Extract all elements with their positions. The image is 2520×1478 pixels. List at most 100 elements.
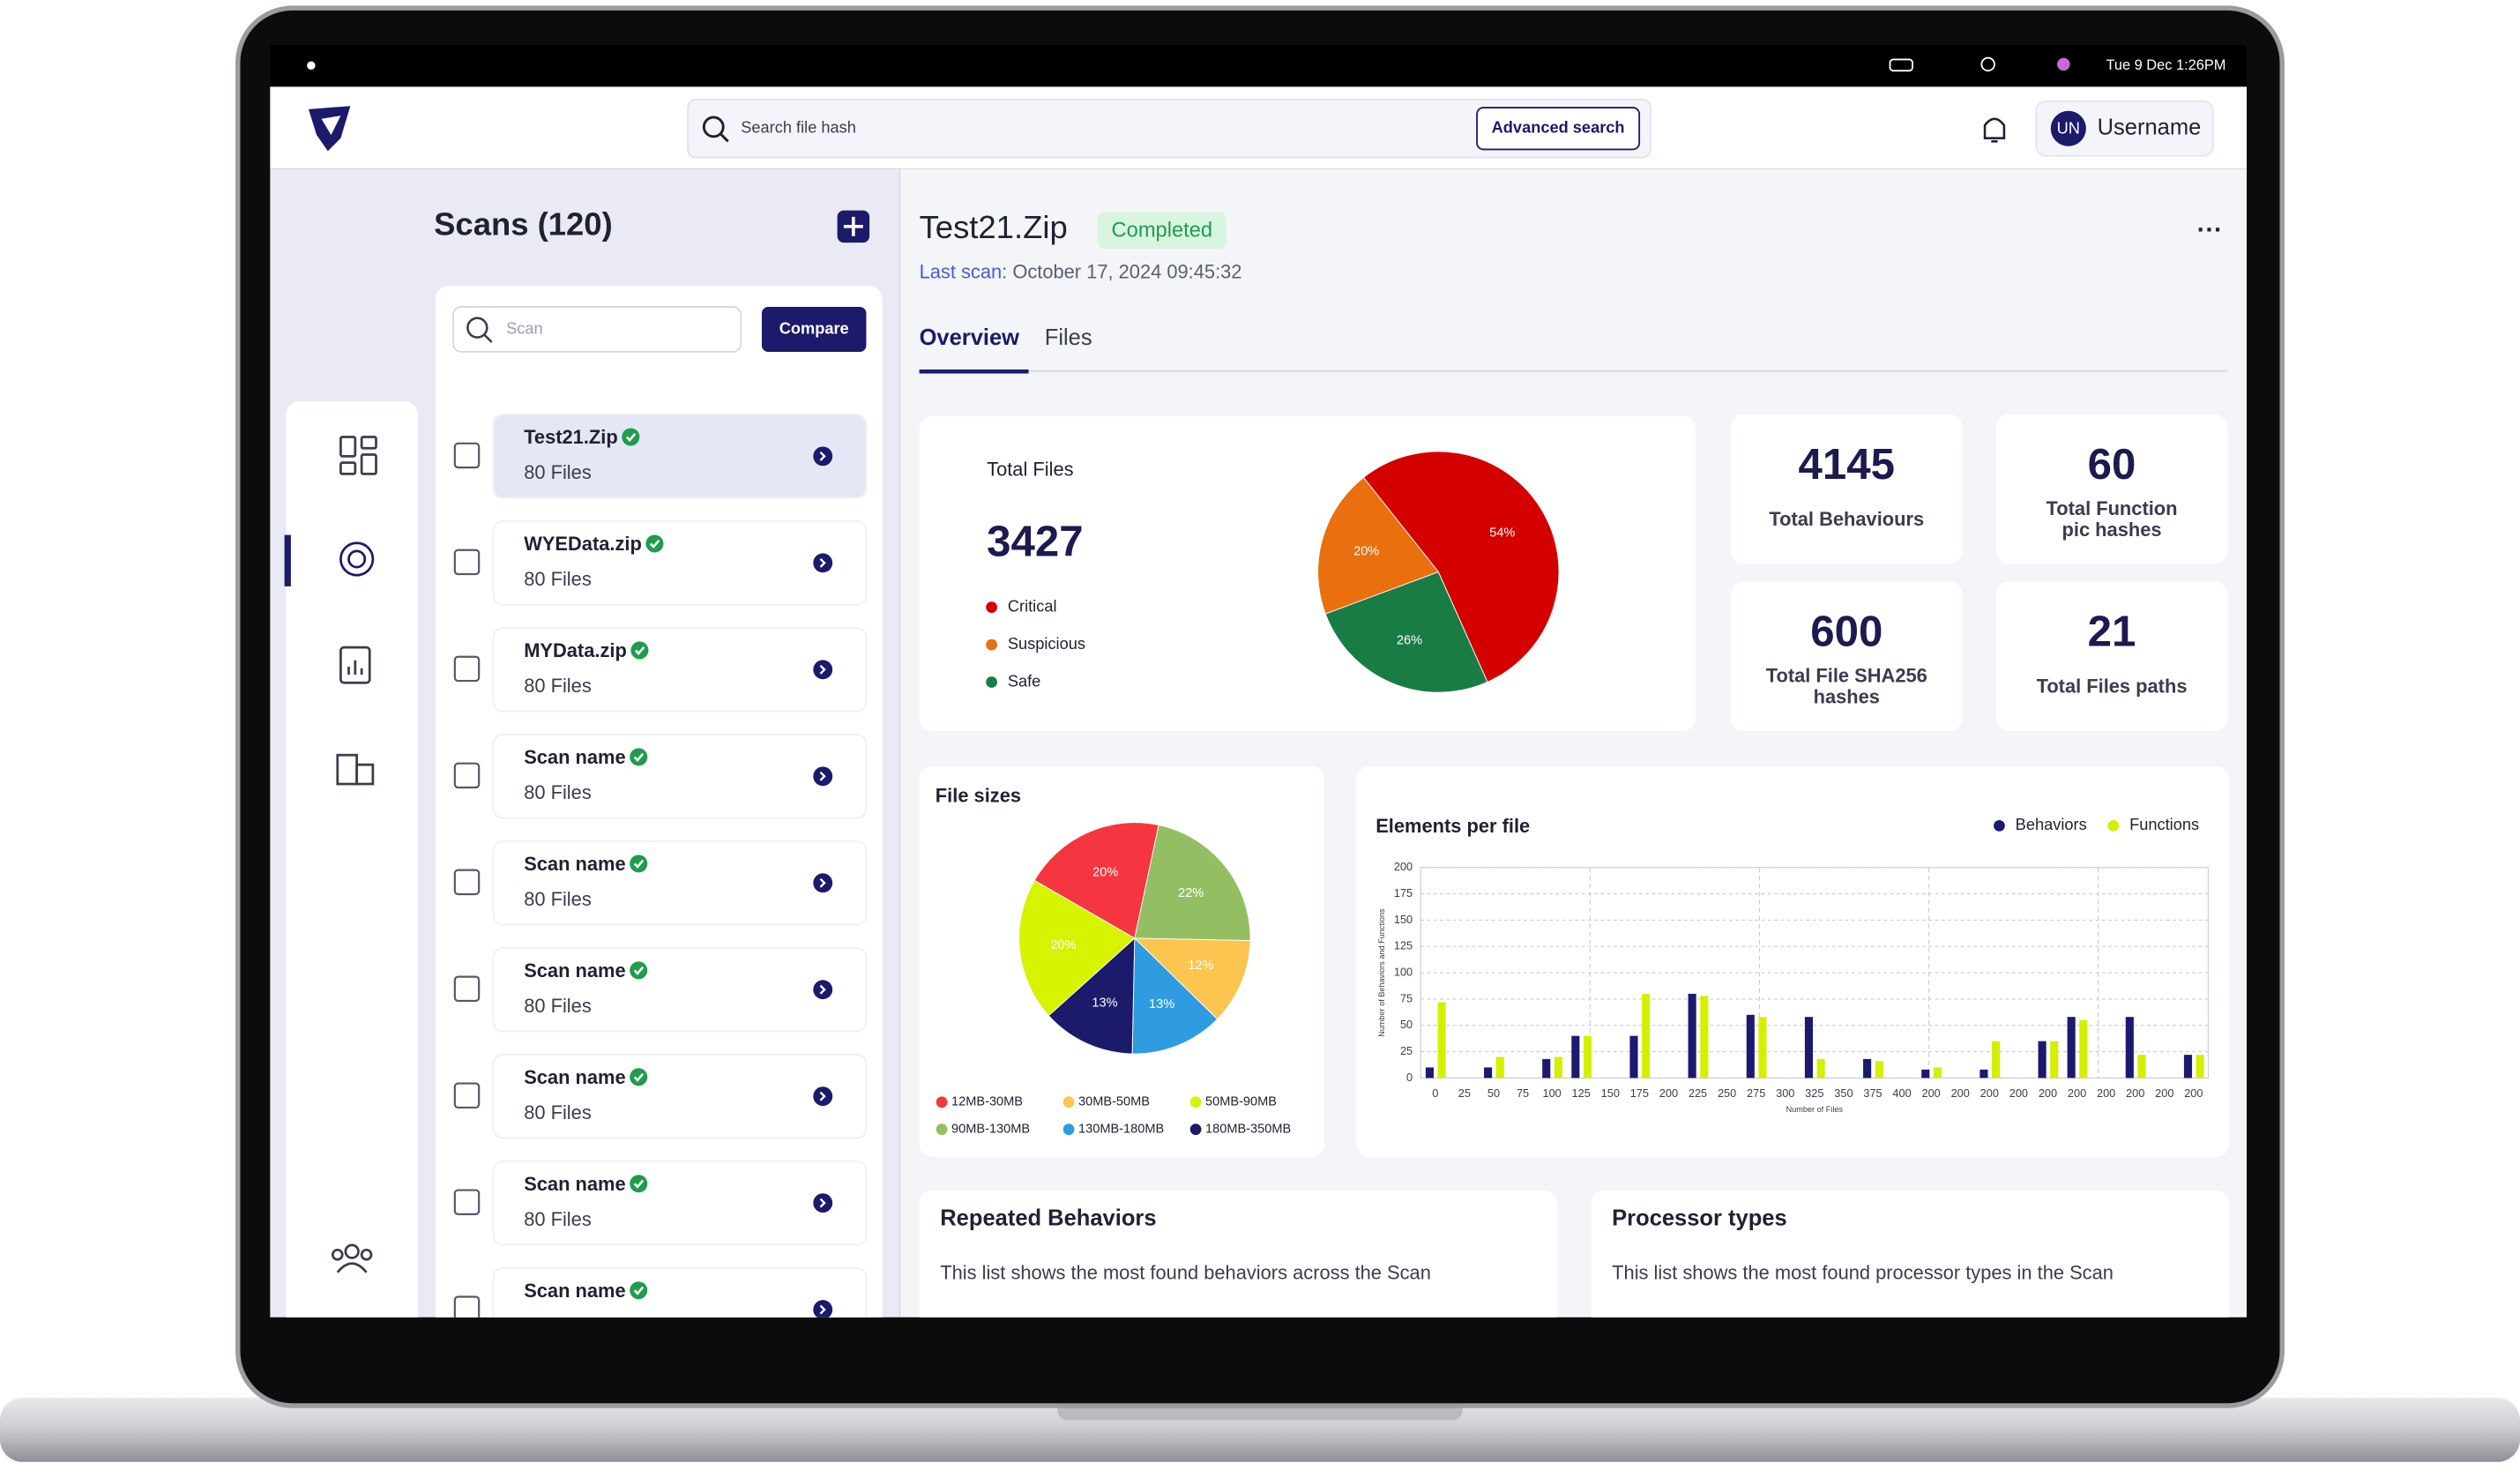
repeated-behaviors-card bbox=[919, 1190, 1558, 1318]
more-menu[interactable]: ··· bbox=[2197, 216, 2223, 244]
card-description: This list shows the most found behaviors… bbox=[940, 1261, 1431, 1283]
open-scan-chevron bbox=[819, 451, 826, 461]
bar bbox=[1629, 1035, 1638, 1079]
open-scan[interactable] bbox=[813, 660, 833, 680]
scan-name: Scan name bbox=[524, 746, 625, 768]
scan-files: 80 Files bbox=[524, 1208, 592, 1230]
nav-icons bbox=[331, 436, 377, 1273]
checkbox[interactable] bbox=[453, 1082, 481, 1109]
verified-check bbox=[633, 1072, 645, 1082]
tab[interactable]: Files bbox=[1045, 325, 1092, 350]
open-scan[interactable] bbox=[813, 553, 833, 573]
slice-label: 22% bbox=[1178, 886, 1204, 900]
open-scan[interactable] bbox=[813, 766, 833, 787]
advanced-search-label: Advanced search bbox=[1492, 119, 1625, 137]
scan-item[interactable] bbox=[492, 1053, 868, 1139]
bar bbox=[1933, 1067, 1942, 1079]
add-icon bbox=[843, 216, 863, 236]
verified-check bbox=[625, 433, 637, 443]
checkbox[interactable] bbox=[453, 1295, 481, 1321]
bar bbox=[2196, 1055, 2204, 1079]
stat-card bbox=[1731, 414, 1963, 564]
menubar bbox=[270, 45, 2248, 87]
checkbox[interactable] bbox=[453, 762, 481, 789]
y-tick-label: 25 bbox=[1400, 1044, 1413, 1057]
legend-label: 30MB-50MB bbox=[1078, 1095, 1150, 1109]
scan-search[interactable] bbox=[452, 306, 742, 353]
scan-item[interactable] bbox=[492, 520, 868, 606]
legend-swatch bbox=[986, 638, 997, 651]
x-tick-label: 200 bbox=[2009, 1086, 2028, 1100]
checkbox[interactable] bbox=[453, 1189, 481, 1215]
x-tick-label: 200 bbox=[2039, 1086, 2057, 1100]
nav-users[interactable] bbox=[344, 1243, 360, 1259]
bar bbox=[1921, 1069, 1930, 1079]
open-scan[interactable] bbox=[813, 873, 833, 893]
slice-label: 13% bbox=[1092, 997, 1117, 1011]
checkbox[interactable] bbox=[453, 869, 481, 896]
compare-label: Compare bbox=[779, 319, 849, 337]
open-scan[interactable] bbox=[813, 1086, 833, 1107]
open-scan-chevron bbox=[819, 1304, 826, 1315]
y-tick-label: 100 bbox=[1394, 965, 1413, 978]
legend-label: 12MB-30MB bbox=[951, 1095, 1023, 1109]
legend-label: Behaviors bbox=[2016, 816, 2087, 833]
x-tick-label: 200 bbox=[1951, 1086, 1970, 1100]
scan-search-icon bbox=[466, 317, 488, 339]
bell-icon[interactable] bbox=[1983, 117, 2006, 143]
scan-item[interactable] bbox=[492, 840, 868, 926]
checkbox[interactable] bbox=[453, 549, 481, 576]
compare-button[interactable] bbox=[761, 306, 867, 352]
card-title: File sizes bbox=[936, 784, 1021, 806]
scan-item[interactable] bbox=[492, 414, 868, 499]
nav-reports[interactable] bbox=[339, 646, 371, 684]
nav-scans[interactable] bbox=[339, 541, 375, 577]
last-scan: Last scan: October 17, 2024 09:45:32 bbox=[920, 260, 1242, 282]
username: Username bbox=[2098, 115, 2202, 139]
avatar-initials: UN bbox=[2057, 119, 2080, 137]
checkbox[interactable] bbox=[453, 975, 481, 1003]
bar bbox=[1495, 1056, 1504, 1079]
slice-label: 12% bbox=[1188, 959, 1213, 973]
bar bbox=[1992, 1041, 2001, 1079]
scan-item[interactable] bbox=[492, 1160, 868, 1246]
verified-icon bbox=[630, 855, 648, 873]
verified-icon bbox=[630, 961, 648, 980]
scan-name: Test21.Zip bbox=[524, 426, 618, 448]
user-menu[interactable] bbox=[2035, 100, 2214, 157]
slice-label: 54% bbox=[1489, 526, 1515, 541]
open-scan-chevron bbox=[819, 771, 826, 781]
scan-files: 80 Files bbox=[524, 675, 592, 697]
open-scan[interactable] bbox=[813, 1193, 833, 1213]
open-scan[interactable] bbox=[813, 446, 833, 467]
nav-dashboard[interactable] bbox=[339, 436, 357, 458]
scan-files: 80 Files bbox=[524, 1101, 592, 1123]
scan-search-icon bbox=[482, 333, 493, 343]
x-axis-label: Number of Files bbox=[1786, 1105, 1844, 1114]
x-tick-label: 0 bbox=[1432, 1086, 1438, 1100]
card-title: Total Files bbox=[987, 459, 1073, 481]
laptop-base bbox=[0, 1397, 2520, 1462]
x-tick-label: 200 bbox=[2097, 1086, 2115, 1100]
x-tick-label: 225 bbox=[1689, 1086, 1707, 1100]
checkbox[interactable] bbox=[453, 442, 481, 469]
search-box[interactable] bbox=[687, 99, 1651, 159]
advanced-search-button[interactable] bbox=[1476, 107, 1641, 151]
bar bbox=[1875, 1061, 1883, 1079]
checkbox[interactable] bbox=[453, 655, 481, 683]
stat-label: pic hashes bbox=[2062, 519, 2162, 541]
scan-item[interactable] bbox=[492, 733, 868, 819]
scan-item[interactable] bbox=[492, 946, 868, 1033]
y-tick-label: 0 bbox=[1406, 1071, 1413, 1084]
stat-card bbox=[1731, 581, 1963, 731]
open-scan[interactable] bbox=[813, 980, 833, 1000]
scan-item[interactable] bbox=[492, 627, 868, 713]
open-scan-chevron bbox=[819, 664, 826, 675]
bar bbox=[1554, 1056, 1562, 1079]
pie-slice bbox=[1324, 571, 1488, 693]
legend-label: Functions bbox=[2129, 816, 2199, 833]
tab[interactable]: Overview bbox=[920, 325, 1020, 350]
scan-item[interactable] bbox=[492, 1266, 868, 1352]
open-scan[interactable] bbox=[813, 1300, 833, 1319]
